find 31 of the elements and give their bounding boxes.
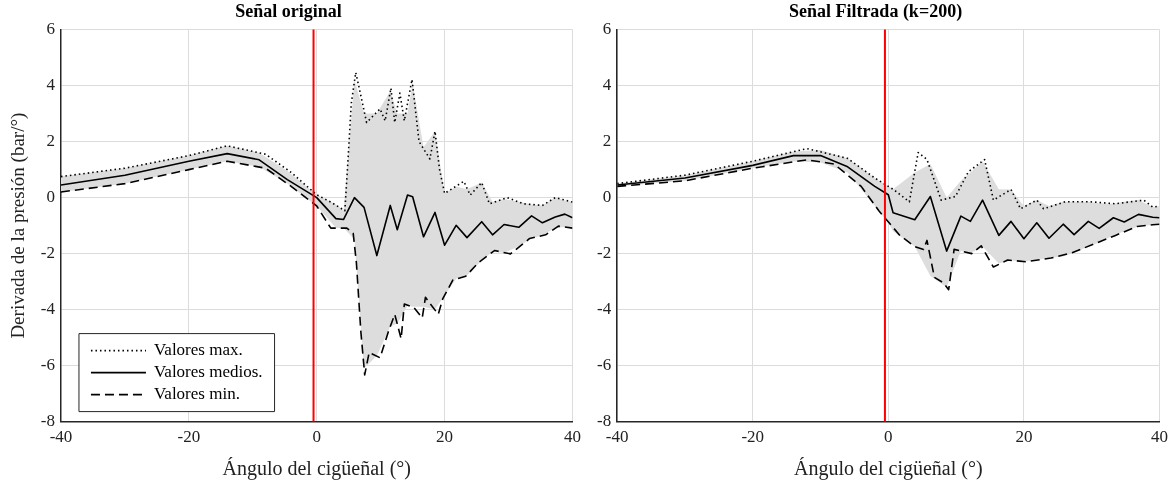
line-series xyxy=(60,160,573,376)
chart-title: Señal original xyxy=(235,1,342,22)
y-tick-label: 4 xyxy=(602,75,612,95)
legend-label: Valores medios. xyxy=(153,362,263,382)
y-tick-label: -2 xyxy=(596,243,612,263)
y-tick-label: -4 xyxy=(40,299,56,319)
y-tick-label: 6 xyxy=(46,19,55,39)
y-tick-label: 6 xyxy=(602,19,612,39)
y-tick-label: 0 xyxy=(46,187,55,207)
y-tick-label: -4 xyxy=(596,299,612,319)
y-tick-label: 4 xyxy=(46,75,56,95)
y-tick-label: -6 xyxy=(40,355,55,375)
legend-label: Valores max. xyxy=(153,340,243,360)
y-tick-label: -2 xyxy=(40,243,55,263)
x-tick-label: 0 xyxy=(884,427,893,447)
x-tick-label: -20 xyxy=(741,427,765,447)
x-tick-label: 40 xyxy=(564,427,581,447)
y-axis-title: Derivada de la presión (bar/°) xyxy=(7,112,30,339)
x-tick-label: 20 xyxy=(1015,427,1033,447)
x-tick-label: 40 xyxy=(1151,427,1168,447)
x-tick-label: -20 xyxy=(177,427,201,447)
x-axis-title: Ángulo del cigüeñal (°) xyxy=(222,457,411,481)
legend-label: Valores min. xyxy=(153,384,240,404)
x-tick-label: 20 xyxy=(436,427,454,447)
chart-title: Señal Filtrada (k=200) xyxy=(788,1,963,23)
x-tick-label: 0 xyxy=(312,427,321,447)
y-tick-label: 0 xyxy=(602,187,612,207)
y-tick-label: -6 xyxy=(596,355,612,375)
y-tick-label: 2 xyxy=(46,131,55,151)
y-tick-label: 2 xyxy=(602,131,612,151)
x-axis-title: Ángulo del cigüeñal (°) xyxy=(794,457,983,481)
